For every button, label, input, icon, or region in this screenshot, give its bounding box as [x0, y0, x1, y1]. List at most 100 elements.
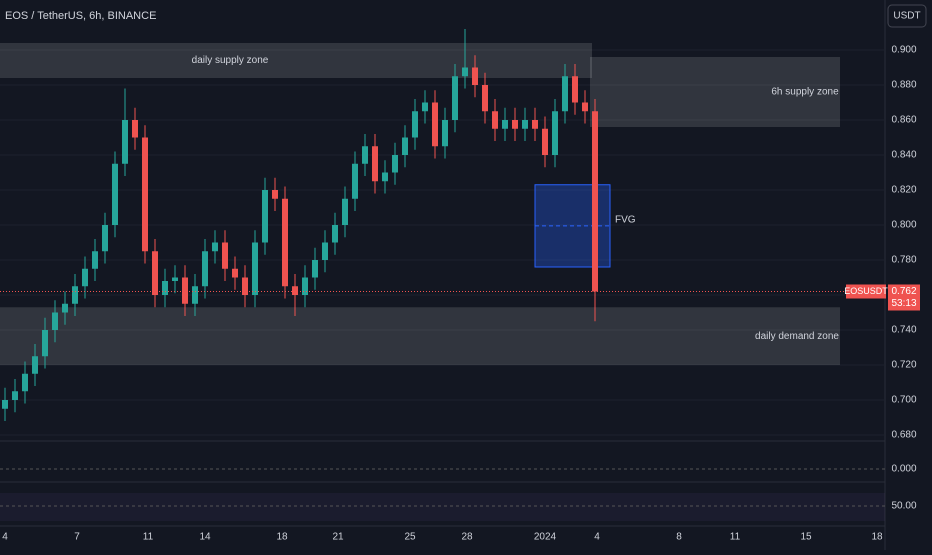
candle-body: [532, 120, 538, 129]
candle-body: [92, 251, 98, 269]
candle-body: [62, 303, 68, 313]
candle-body: [392, 155, 398, 173]
x-tick-label: 7: [74, 532, 80, 543]
y-tick-label: 0.720: [891, 360, 916, 371]
candle-body: [122, 120, 128, 164]
candle-body: [432, 102, 438, 147]
y-tick-label: 0.860: [891, 115, 916, 126]
x-tick-label: 14: [199, 532, 211, 543]
y-tick-label: 0.680: [891, 430, 916, 441]
candle-body: [332, 225, 338, 243]
candle-body: [542, 128, 548, 155]
candle-body: [12, 391, 18, 400]
candle-body: [452, 76, 458, 120]
candle-body: [512, 120, 518, 129]
symbol-title: EOS / TetherUS, 6h, BINANCE: [5, 10, 156, 22]
candle-body: [182, 277, 188, 304]
zone: [0, 307, 840, 365]
y-tick-label: 0.900: [891, 45, 916, 56]
candle-body: [72, 286, 78, 304]
candle-body: [222, 242, 228, 269]
candle-body: [592, 111, 598, 292]
y-tick-label: 0.780: [891, 255, 916, 266]
candle-body: [312, 260, 318, 278]
currency-button[interactable]: [887, 4, 927, 28]
candle-body: [352, 163, 358, 199]
candle-body: [442, 120, 448, 147]
last-price: 0.762: [891, 286, 916, 297]
zone: [0, 43, 592, 78]
price-badge: [846, 284, 886, 299]
y-tick-label: 0.800: [891, 220, 916, 231]
y-tick-label: 0.740: [891, 325, 916, 336]
candle-body: [342, 198, 348, 225]
y-tick-label: 0.820: [891, 185, 916, 196]
macd-level: 0.000: [891, 464, 916, 475]
candle-body: [52, 312, 58, 330]
zone: [590, 57, 840, 127]
y-tick-label: 0.840: [891, 150, 916, 161]
candle-body: [212, 242, 218, 252]
candle-body: [402, 137, 408, 155]
candle-body: [502, 120, 508, 129]
price-box: [888, 284, 920, 311]
badge-symbol: EOSUSDT: [844, 286, 888, 296]
candle-body: [552, 111, 558, 155]
x-tick-label: 18: [871, 532, 883, 543]
zone-label: 6h supply zone: [771, 87, 839, 98]
candle-body: [302, 277, 308, 295]
candle-body: [412, 111, 418, 138]
candle-body: [152, 251, 158, 295]
candle-body: [252, 242, 258, 295]
x-tick-label: 11: [143, 532, 154, 543]
candle-body: [22, 373, 28, 392]
candle-body: [372, 146, 378, 182]
candle-body: [462, 67, 468, 77]
candle-body: [562, 76, 568, 112]
candle-body: [102, 225, 108, 252]
candle-body: [572, 76, 578, 103]
candle-body: [272, 190, 278, 199]
currency-label: USDT: [893, 11, 920, 22]
x-tick-label: 11: [730, 532, 741, 543]
candle-body: [492, 111, 498, 129]
candle-body: [242, 277, 248, 295]
x-tick-label: 4: [594, 532, 600, 543]
candle-body: [472, 67, 478, 85]
candle-body: [292, 286, 298, 295]
candle-body: [282, 198, 288, 287]
y-tick-label: 0.700: [891, 395, 916, 406]
candle-body: [162, 281, 168, 295]
candle-body: [262, 190, 268, 243]
candle-body: [32, 356, 38, 374]
candle-body: [42, 330, 48, 357]
candle-body: [192, 286, 198, 304]
candle-body: [142, 137, 148, 252]
x-tick-label: 21: [332, 532, 344, 543]
candle-body: [422, 102, 428, 112]
candle-body: [582, 102, 588, 112]
x-tick-label: 2024: [534, 532, 557, 543]
countdown: 53:13: [891, 298, 916, 309]
y-tick-label: 0.880: [891, 80, 916, 91]
candle-body: [82, 268, 88, 287]
candle-body: [382, 172, 388, 182]
candle-body: [482, 85, 488, 112]
zone-label: daily supply zone: [192, 55, 269, 66]
x-tick-label: 18: [276, 532, 288, 543]
candle-body: [112, 163, 118, 225]
candle-body: [132, 120, 138, 138]
candle-body: [172, 277, 178, 281]
x-tick-label: 8: [676, 532, 682, 543]
rsi-level: 50.00: [891, 501, 916, 512]
candle-body: [322, 242, 328, 260]
candle-body: [522, 120, 528, 129]
x-tick-label: 15: [800, 532, 812, 543]
x-tick-label: 25: [404, 532, 416, 543]
candle-body: [2, 400, 8, 409]
x-tick-label: 28: [461, 532, 473, 543]
candle-body: [202, 251, 208, 287]
candle-body: [232, 268, 238, 278]
zone-label: daily demand zone: [755, 331, 839, 342]
